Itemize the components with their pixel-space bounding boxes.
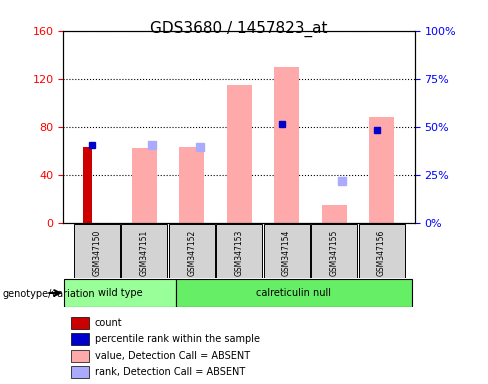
- Bar: [169, 224, 215, 278]
- Text: GSM347151: GSM347151: [140, 229, 149, 276]
- Text: count: count: [95, 318, 122, 328]
- Text: calreticulin null: calreticulin null: [256, 288, 331, 298]
- Text: GSM347156: GSM347156: [377, 229, 386, 276]
- Bar: [64, 279, 177, 306]
- Bar: [179, 147, 204, 223]
- Bar: [71, 350, 89, 362]
- Bar: [264, 224, 309, 278]
- Bar: [71, 366, 89, 378]
- Bar: [359, 224, 405, 278]
- Text: genotype/variation: genotype/variation: [2, 289, 95, 299]
- Bar: [71, 333, 89, 345]
- Bar: [71, 317, 89, 329]
- Text: GDS3680 / 1457823_at: GDS3680 / 1457823_at: [150, 21, 328, 37]
- Bar: [121, 224, 167, 278]
- Bar: [226, 85, 252, 223]
- Text: wild type: wild type: [98, 288, 142, 298]
- Bar: [322, 205, 346, 223]
- Bar: [74, 224, 120, 278]
- Bar: [132, 148, 157, 223]
- Bar: [274, 67, 299, 223]
- Text: GSM347150: GSM347150: [92, 229, 101, 276]
- Text: GSM347152: GSM347152: [187, 229, 196, 276]
- Text: rank, Detection Call = ABSENT: rank, Detection Call = ABSENT: [95, 367, 245, 377]
- Bar: [177, 279, 412, 306]
- Text: percentile rank within the sample: percentile rank within the sample: [95, 334, 260, 344]
- Text: value, Detection Call = ABSENT: value, Detection Call = ABSENT: [95, 351, 250, 361]
- Text: GSM347154: GSM347154: [282, 229, 291, 276]
- Bar: [311, 224, 357, 278]
- Text: GSM347153: GSM347153: [235, 229, 244, 276]
- Text: GSM347155: GSM347155: [329, 229, 339, 276]
- Bar: [83, 147, 92, 223]
- Bar: [216, 224, 262, 278]
- Bar: [369, 117, 394, 223]
